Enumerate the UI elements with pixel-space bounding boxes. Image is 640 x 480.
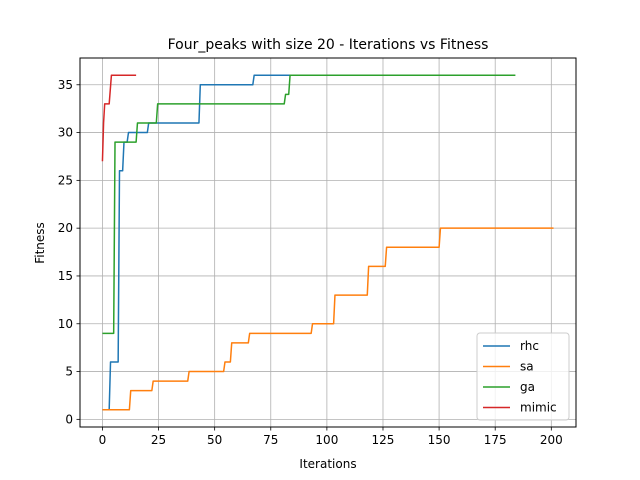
x-tick-label: 175 <box>484 433 507 447</box>
y-tick-label: 10 <box>58 317 73 331</box>
x-tick-label: 150 <box>428 433 451 447</box>
x-tick-label: 25 <box>151 433 166 447</box>
x-tick-label: 50 <box>207 433 222 447</box>
y-tick-label: 25 <box>58 173 73 187</box>
legend-box <box>476 332 570 421</box>
legend: rhc sa ga mimic <box>476 332 570 421</box>
plot-frame <box>79 57 577 428</box>
series-line-mimic <box>101 74 137 162</box>
y-tick-label: 5 <box>65 365 73 379</box>
x-tick-label: 125 <box>372 433 395 447</box>
legend-label-mimic: mimic <box>520 401 557 415</box>
y-tick-label: 15 <box>58 269 73 283</box>
legend-label-ga: ga <box>520 380 535 394</box>
x-tick-label: 100 <box>315 433 338 447</box>
series-line-ga <box>102 74 516 335</box>
x-axis-label: Iterations <box>299 457 356 471</box>
legend-label-rhc: rhc <box>520 339 539 353</box>
y-axis-ticks: 0 5 10 15 20 25 30 35 <box>58 78 80 426</box>
y-tick-label: 0 <box>65 412 73 426</box>
y-axis-label: Fitness <box>33 222 47 264</box>
y-tick-label: 30 <box>58 126 73 140</box>
series-line-sa <box>102 227 554 411</box>
y-tick-label: 35 <box>58 78 73 92</box>
x-tick-label: 200 <box>540 433 563 447</box>
chart-title: Four_peaks with size 20 - Iterations vs … <box>168 37 489 53</box>
x-tick-label: 0 <box>99 433 107 447</box>
series-line-rhc <box>102 74 368 411</box>
y-tick-label: 20 <box>58 221 73 235</box>
legend-label-sa: sa <box>520 360 534 374</box>
series-group <box>101 74 554 411</box>
x-axis-ticks: 0 25 50 75 100 125 150 175 200 <box>99 427 563 447</box>
x-tick-label: 75 <box>263 433 278 447</box>
